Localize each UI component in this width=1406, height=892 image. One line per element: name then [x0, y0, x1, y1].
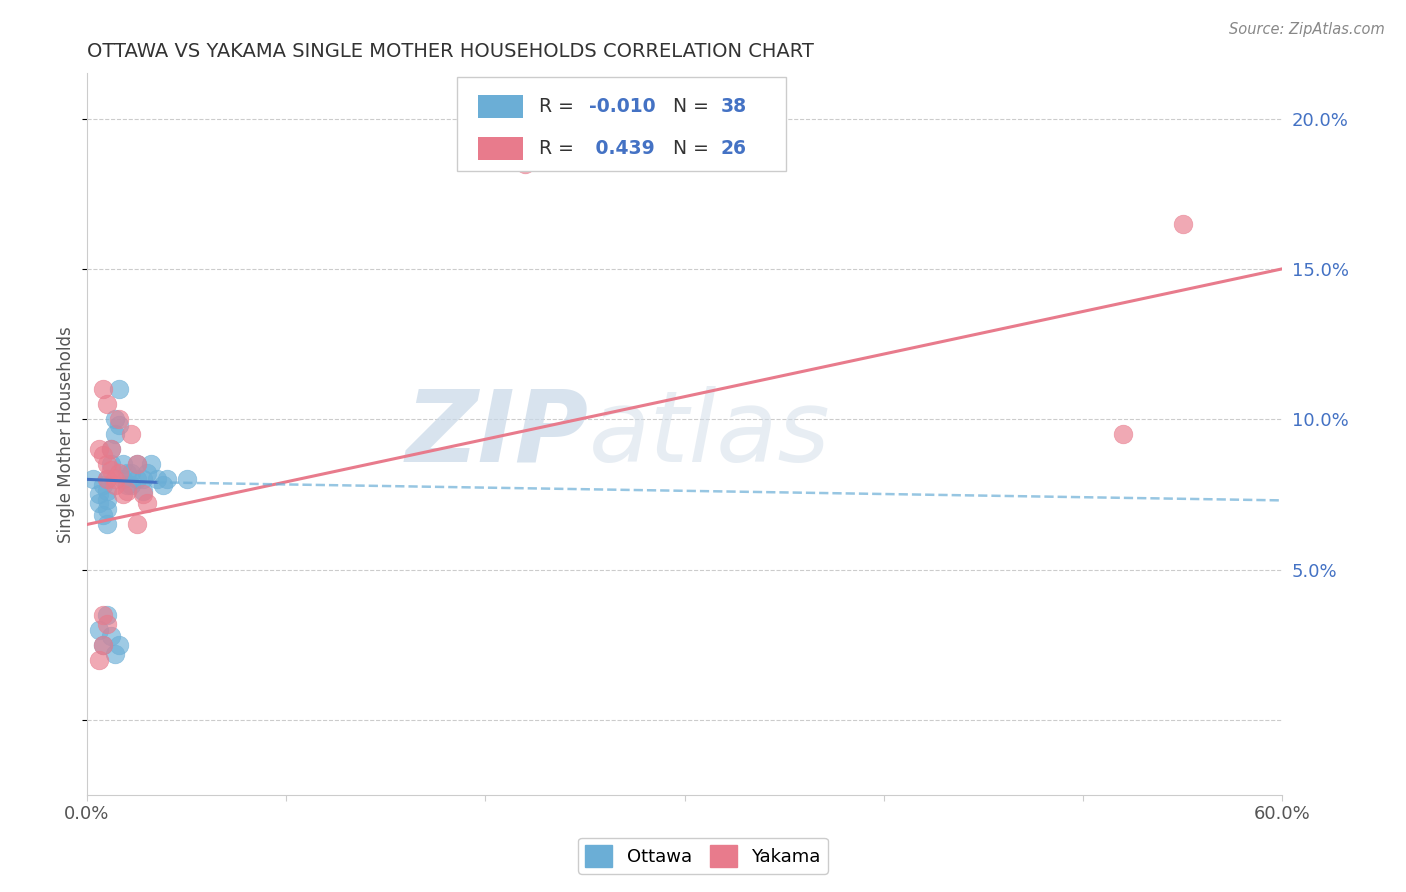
Point [156, 472, 179, 486]
Point [100, 442, 122, 457]
Point [132, 484, 155, 499]
Point [132, 487, 155, 501]
Point [100, 629, 122, 643]
FancyBboxPatch shape [478, 136, 523, 160]
Point [515, 156, 537, 170]
Point [100, 463, 122, 477]
Point [100, 458, 122, 472]
Point [120, 467, 142, 481]
Text: 38: 38 [720, 97, 747, 116]
Point [100, 442, 122, 457]
Point [96, 493, 118, 508]
Point [125, 517, 148, 532]
Point [91, 382, 114, 396]
Point [139, 458, 162, 472]
Point [96, 397, 118, 411]
Text: OTTAWA VS YAKAMA SINGLE MOTHER HOUSEHOLDS CORRELATION CHART: OTTAWA VS YAKAMA SINGLE MOTHER HOUSEHOLD… [87, 42, 814, 61]
Legend: Ottawa, Yakama: Ottawa, Yakama [578, 838, 828, 874]
Point [1171, 217, 1194, 231]
Point [108, 418, 131, 433]
Text: ZIP: ZIP [406, 385, 589, 483]
Point [87, 487, 110, 501]
Point [135, 467, 157, 481]
Point [115, 484, 138, 499]
Point [132, 472, 155, 486]
Point [96, 502, 118, 516]
Point [135, 496, 157, 510]
Point [104, 647, 127, 661]
Point [91, 638, 114, 652]
Point [91, 607, 114, 622]
Text: R =: R = [538, 97, 579, 116]
Point [111, 472, 134, 486]
Text: 26: 26 [720, 138, 747, 158]
Point [104, 472, 127, 486]
Point [96, 616, 118, 631]
Point [87, 442, 110, 457]
Point [108, 412, 131, 426]
Point [104, 412, 127, 426]
Text: N =: N = [672, 138, 714, 158]
Point [91, 478, 114, 492]
Point [120, 478, 142, 492]
Point [125, 458, 148, 472]
Text: 0.439: 0.439 [589, 138, 655, 158]
Point [1112, 427, 1135, 442]
Point [108, 382, 131, 396]
Point [104, 427, 127, 442]
Point [125, 458, 148, 472]
FancyBboxPatch shape [478, 95, 523, 118]
Text: -0.010: -0.010 [589, 97, 655, 116]
Point [176, 472, 198, 486]
Text: atlas: atlas [589, 385, 831, 483]
FancyBboxPatch shape [457, 77, 786, 171]
Point [120, 427, 142, 442]
Point [96, 484, 118, 499]
Point [108, 467, 131, 481]
Point [111, 458, 134, 472]
Point [115, 478, 138, 492]
Text: Source: ZipAtlas.com: Source: ZipAtlas.com [1229, 22, 1385, 37]
Point [115, 467, 138, 481]
Point [91, 508, 114, 523]
Point [108, 638, 131, 652]
Point [96, 517, 118, 532]
Point [96, 472, 118, 486]
Point [104, 478, 127, 492]
Point [111, 487, 134, 501]
Point [96, 458, 118, 472]
Point [145, 472, 167, 486]
Point [87, 623, 110, 637]
Text: R =: R = [538, 138, 579, 158]
Y-axis label: Single Mother Households: Single Mother Households [58, 326, 75, 542]
Point [87, 653, 110, 667]
Point [82, 472, 104, 486]
Point [91, 448, 114, 462]
Point [87, 496, 110, 510]
Text: N =: N = [672, 97, 714, 116]
Point [96, 472, 118, 486]
Point [125, 472, 148, 486]
Point [91, 638, 114, 652]
Point [152, 478, 174, 492]
Point [96, 607, 118, 622]
